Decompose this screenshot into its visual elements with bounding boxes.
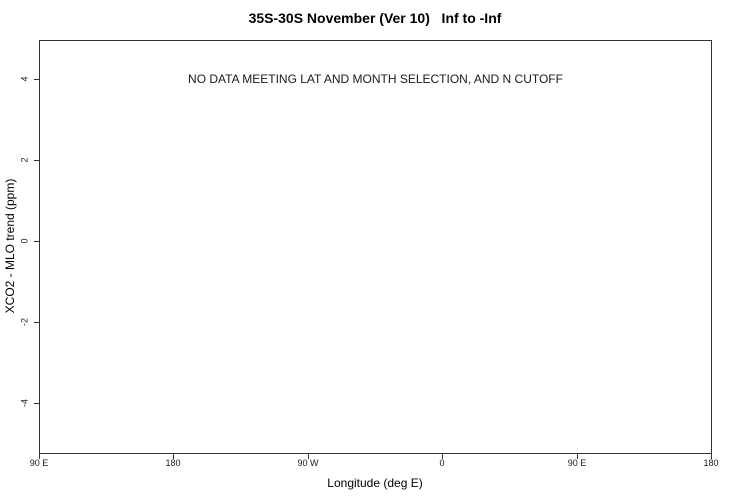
y-axis-label: XCO2 - MLO trend (ppm) [3, 178, 17, 314]
x-tick-mark [39, 454, 40, 459]
x-tick-label: 90 W [297, 458, 319, 468]
x-axis-label: Longitude (deg E) [327, 476, 423, 490]
x-tick-mark [577, 454, 578, 459]
x-tick-label: 180 [165, 458, 181, 468]
y-tick-mark [34, 160, 39, 161]
y-tick-label: -4 [19, 398, 30, 408]
x-tick-mark [711, 454, 712, 459]
y-tick-mark [34, 79, 39, 80]
x-tick-label: 90 E [567, 458, 587, 468]
no-data-message: NO DATA MEETING LAT AND MONTH SELECTION,… [188, 72, 563, 86]
y-tick-mark [34, 403, 39, 404]
chart-title: 35S-30S November (Ver 10) Inf to -Inf [248, 10, 502, 26]
y-tick-label: 0 [19, 238, 30, 244]
y-tick-label: 2 [19, 157, 30, 163]
x-tick-mark [308, 454, 309, 459]
y-tick-label: 4 [19, 76, 30, 82]
x-tick-label: 0 [439, 458, 445, 468]
y-tick-mark [34, 322, 39, 323]
y-tick-label: -2 [19, 317, 30, 327]
x-tick-mark [173, 454, 174, 459]
plot-area [39, 40, 712, 454]
y-tick-mark [34, 241, 39, 242]
x-tick-mark [442, 454, 443, 459]
x-tick-label: 90 E [29, 458, 49, 468]
x-tick-label: 180 [703, 458, 719, 468]
